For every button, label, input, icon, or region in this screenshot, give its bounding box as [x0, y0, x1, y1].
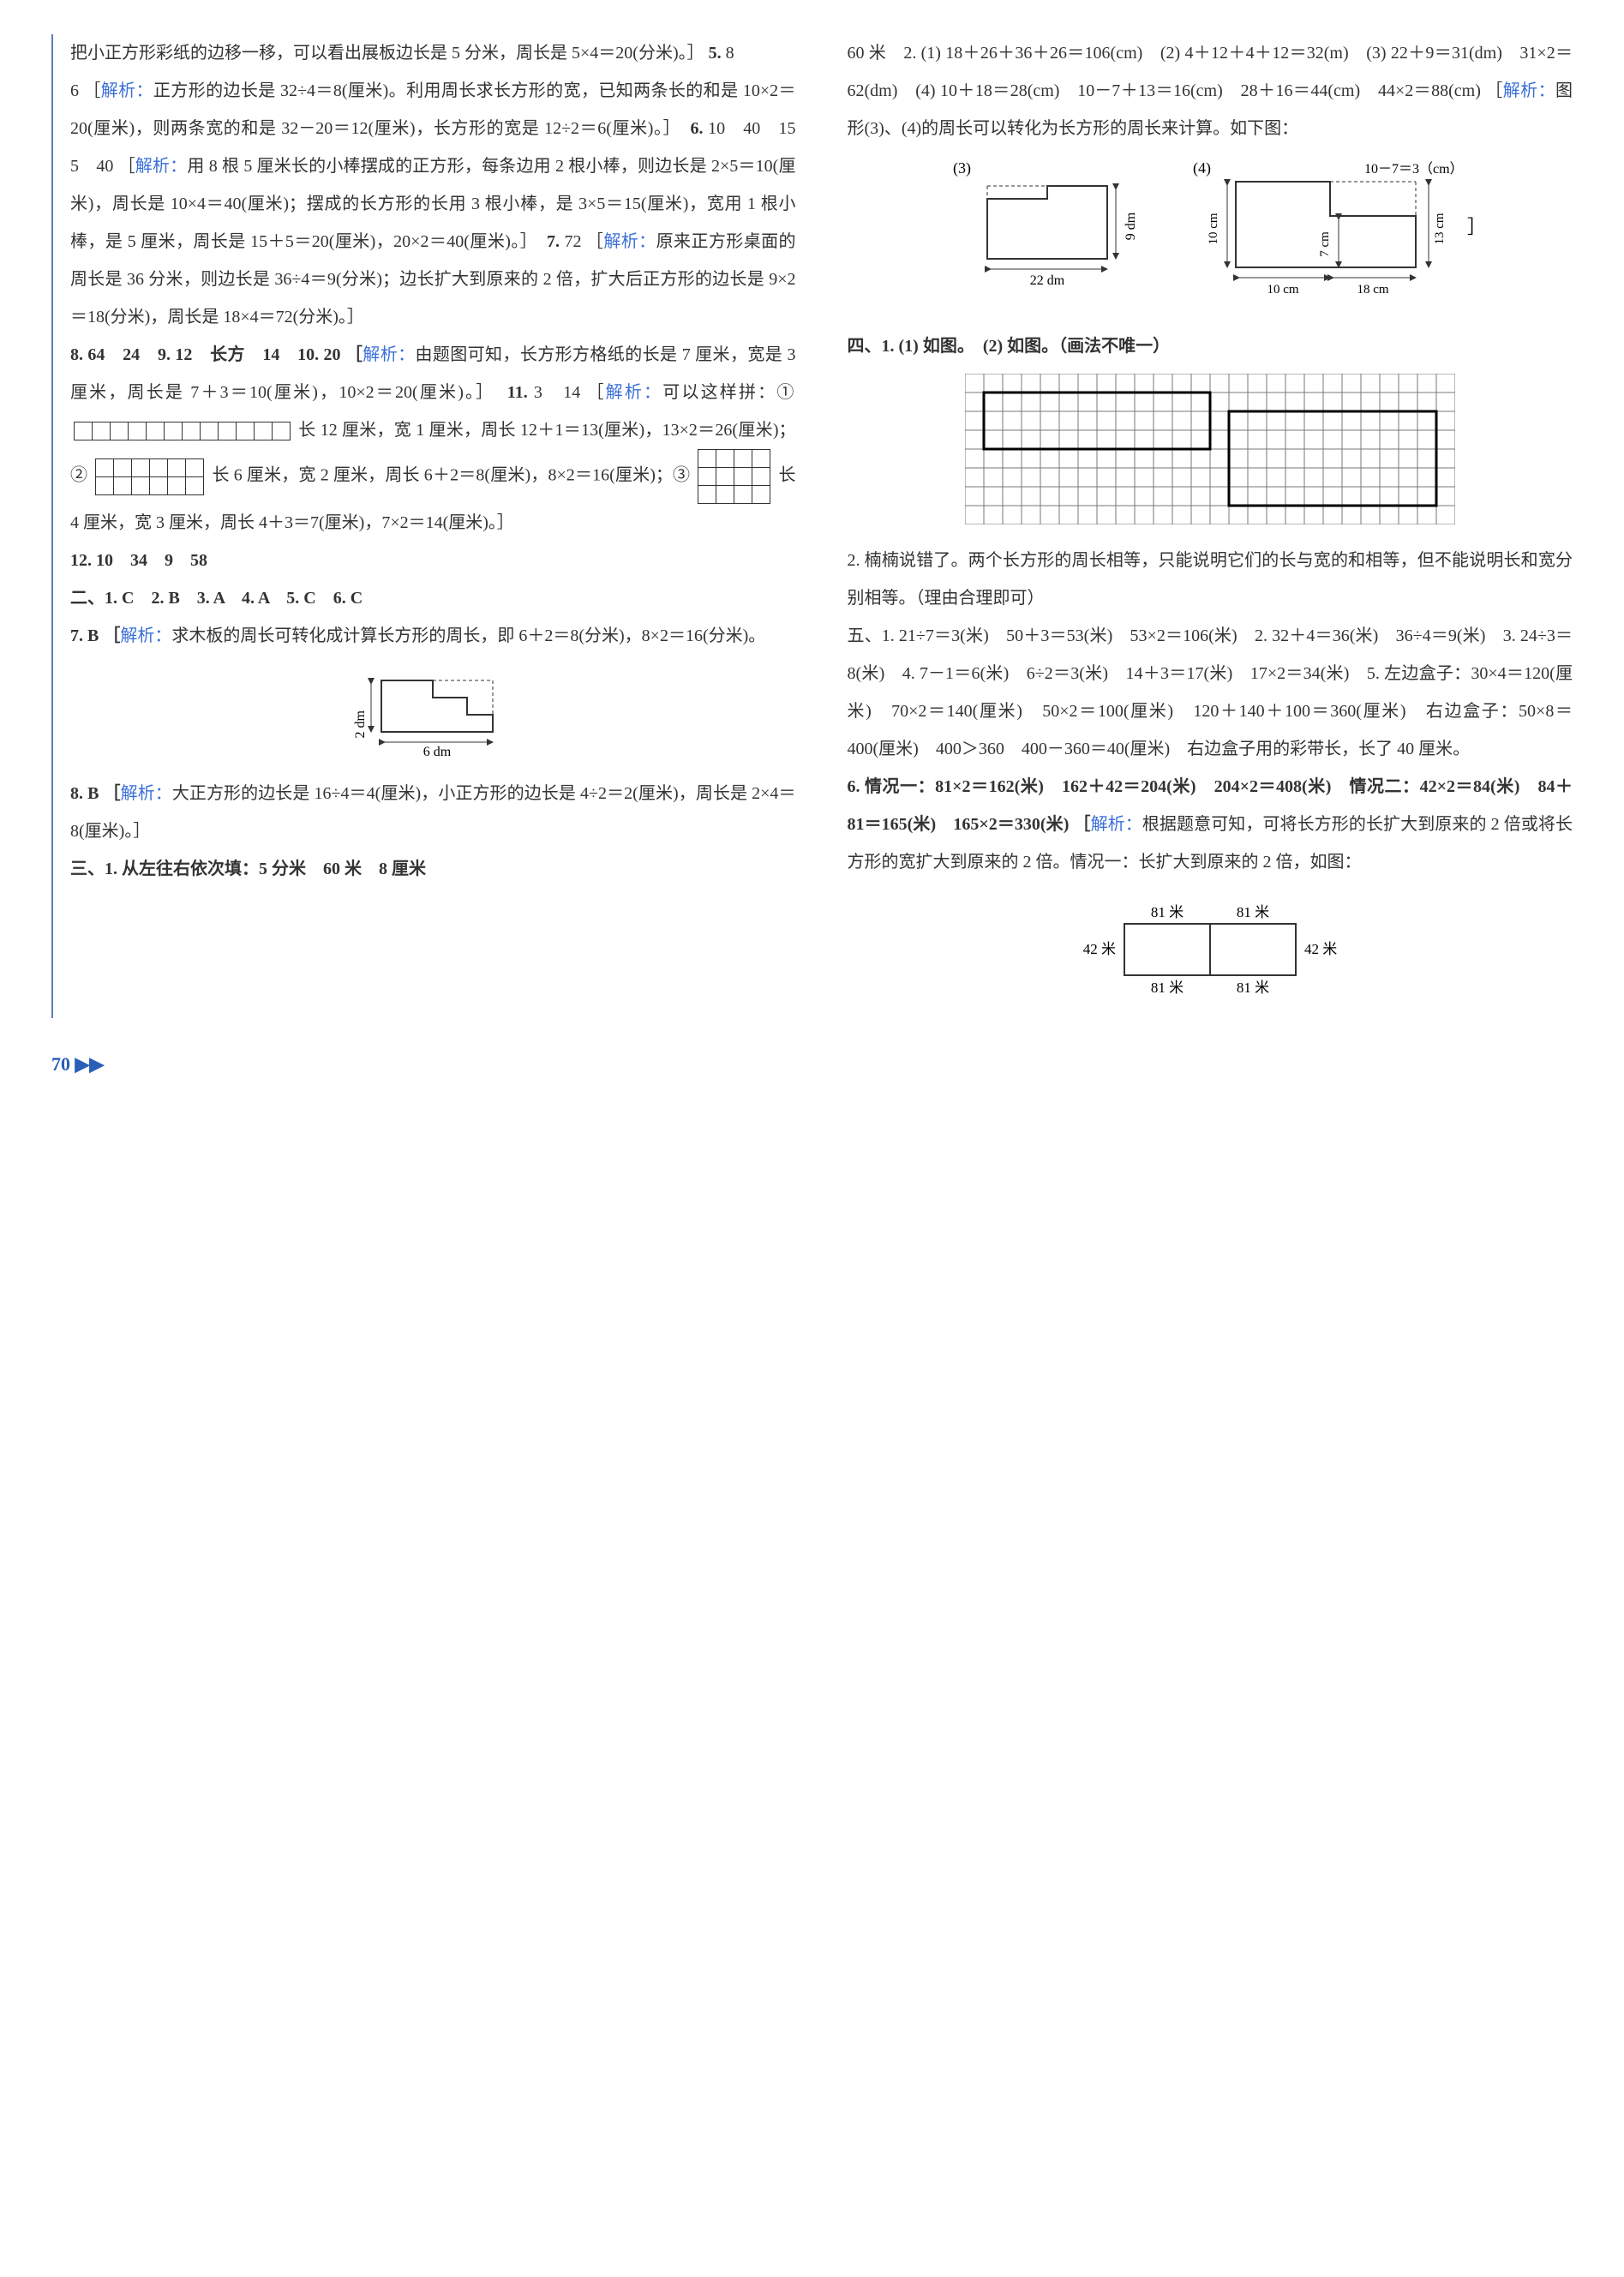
label-4: (4) [1193, 159, 1211, 177]
analysis-label: 解析： [121, 784, 172, 803]
right-column: 60 米 2. (1) 18＋26＋36＋26＝106(cm) (2) 4＋12… [848, 34, 1573, 1018]
analysis-label: 解析： [101, 81, 153, 100]
analysis-label: 解析： [1503, 81, 1555, 100]
footer-arrows-icon: ▶▶ [75, 1053, 105, 1075]
dim: 22 dm [1030, 273, 1065, 288]
dim: 42 米 [1304, 941, 1337, 957]
item-number: 5. [709, 44, 722, 63]
page-columns: 把小正方形彩纸的边移一移，可以看出展板边长是 5 分米，周长是 5×4＝20(分… [51, 34, 1573, 1018]
text: 7. B ［ [70, 626, 120, 645]
dim: 81 米 [1151, 904, 1184, 920]
section-4: 四、1. (1) 如图。 (2) 如图。（画法不唯一） [848, 337, 1171, 356]
dim: 9 dm [1124, 212, 1138, 240]
diagram-7b: 2 dm 6 dm [70, 663, 796, 758]
section-2: 二、1. C 2. B 3. A 4. A 5. C 6. C [70, 589, 363, 608]
dim: 81 米 [1237, 980, 1269, 996]
dim: 13 cm [1433, 213, 1447, 244]
dim: 81 米 [1151, 980, 1184, 996]
text: 正方形的边长是 32÷4＝8(厘米)。利用周长求长方形的宽，已知两条长的和是 1… [70, 81, 796, 138]
analysis-label: 解析： [135, 157, 188, 176]
dim: 7 cm [1318, 231, 1332, 257]
text: 8. 64 24 9. 12 长方 14 10. 20 ［ [70, 345, 363, 364]
section-5: 五、1. 21÷7＝3(米) 50＋3＝53(米) 53×2＝106(米) 2.… [848, 626, 1573, 758]
dim: 10 cm [1207, 213, 1220, 244]
analysis-label: 解析： [120, 626, 171, 645]
text: 6 ［ [70, 81, 101, 100]
svg-text:］: ］ [1467, 216, 1484, 237]
dim: 42 米 [1083, 941, 1116, 957]
dim: 10 cm [1267, 283, 1298, 297]
text: 可以这样拼：① [662, 383, 795, 402]
analysis-label: 解析： [606, 383, 663, 402]
text: 72 ［ [560, 232, 603, 251]
diagram-case1: 81 米 81 米 42 米 42 米 81 米 81 米 [848, 890, 1573, 1001]
text: 大正方形的边长是 16÷4＝4(厘米)，小正方形的边长是 4÷2＝2(厘米)，周… [70, 784, 796, 841]
text: 12. 10 34 9 58 [70, 551, 207, 570]
item-number: 7. [547, 232, 560, 251]
dim-h: 2 dm [353, 710, 368, 738]
text: 3 14 ［ [528, 383, 606, 402]
text: 60 米 2. (1) 18＋26＋36＋26＝106(cm) (2) 4＋12… [848, 44, 1573, 100]
page-number: 70 [51, 1053, 70, 1075]
item-number: 11. [507, 383, 528, 402]
dim: 18 cm [1357, 283, 1388, 297]
dim: 81 米 [1237, 904, 1269, 920]
text: 8. B ［ [70, 784, 121, 803]
grid-drawing [848, 374, 1573, 524]
tile-diagram-3 [698, 449, 770, 504]
section-3: 三、1. 从左往右依次填：5 分米 60 米 8 厘米 [70, 860, 426, 878]
tile-diagram-1 [74, 422, 291, 440]
left-column: 把小正方形彩纸的边移一移，可以看出展板边长是 5 分米，周长是 5×4＝20(分… [70, 34, 796, 1018]
text: 求木板的周长可转化成计算长方形的周长，即 6＋2＝8(分米)，8×2＝16(分米… [171, 626, 765, 645]
label-3: (3) [953, 159, 971, 177]
text: 把小正方形彩纸的边移一移，可以看出展板边长是 5 分米，周长是 5×4＝20(分… [70, 44, 704, 63]
dim-w: 6 dm [423, 745, 452, 758]
diagram-3-4: (3) 9 dm 22 dm (4) 10－7＝3（cm） 10 cm [848, 156, 1573, 310]
item-number: 6. [690, 119, 703, 138]
analysis-label: 解析： [1091, 815, 1142, 834]
text: 2. 楠楠说错了。两个长方形的周长相等，只能说明它们的长与宽的和相等，但不能说明… [848, 551, 1573, 608]
tile-diagram-2 [95, 458, 204, 495]
analysis-label: 解析： [603, 232, 656, 251]
page-footer: 70 ▶▶ [51, 1044, 1573, 1085]
text: 长 6 厘米，宽 2 厘米，周长 6＋2＝8(厘米)，8×2＝16(厘米)；③ [212, 466, 694, 485]
dim: 10－7＝3（cm） [1364, 161, 1464, 177]
text: 8 [726, 44, 734, 63]
analysis-label: 解析： [363, 345, 415, 364]
